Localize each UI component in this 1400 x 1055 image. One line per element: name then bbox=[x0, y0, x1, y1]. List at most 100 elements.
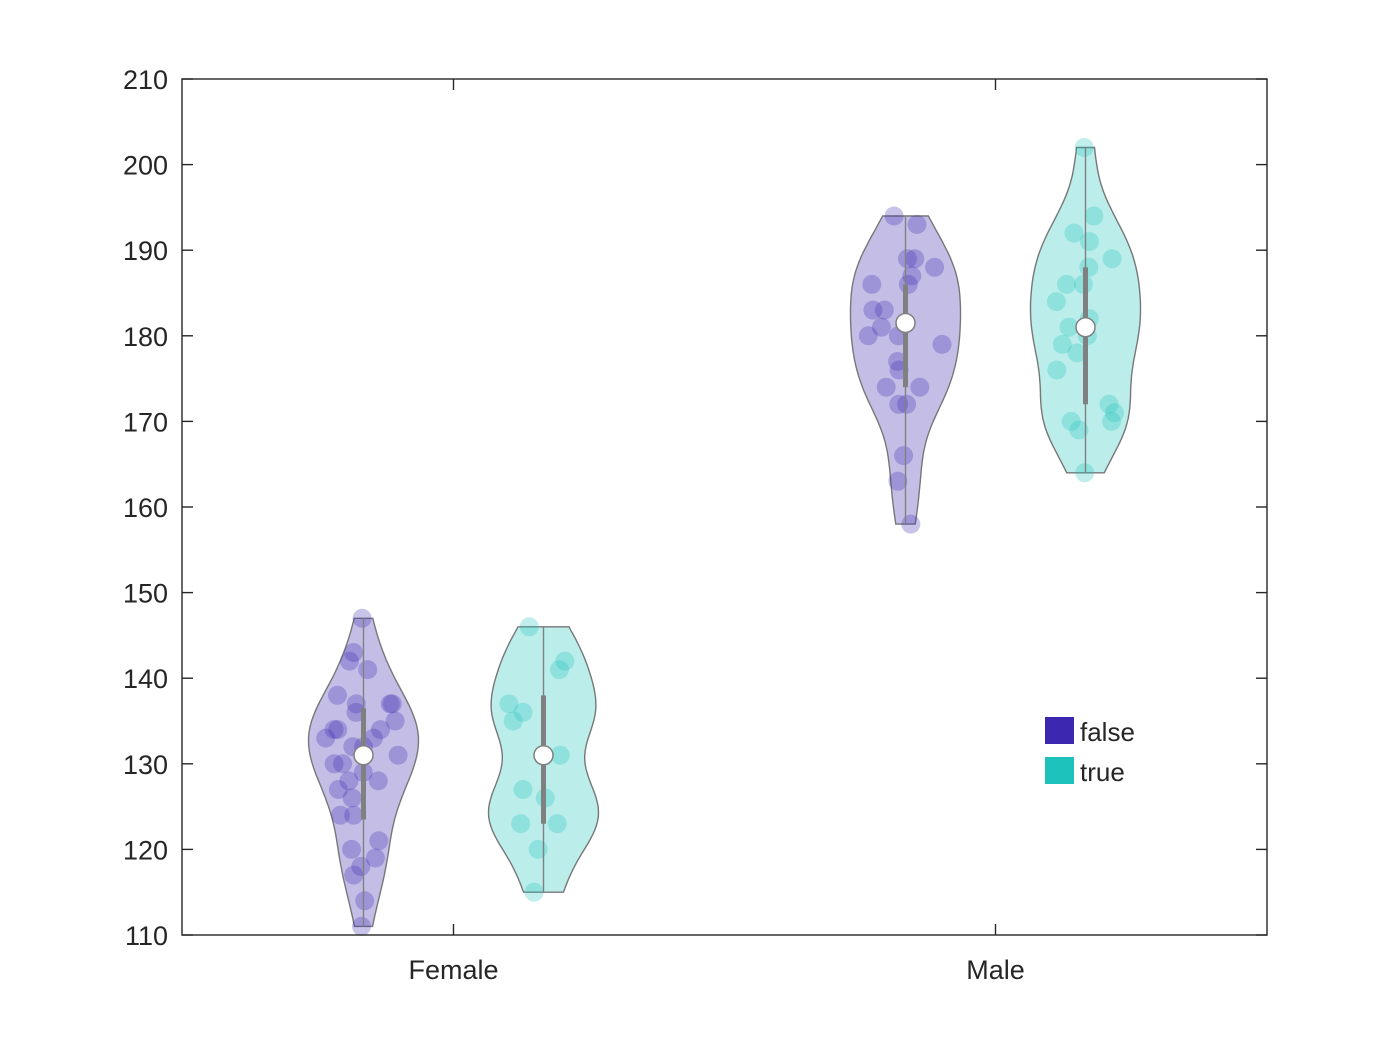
data-point bbox=[884, 206, 904, 226]
data-point bbox=[1046, 292, 1066, 312]
data-point bbox=[1102, 411, 1121, 431]
data-point bbox=[1105, 403, 1124, 423]
y-tick-label: 170 bbox=[123, 407, 168, 437]
legend-swatch-false bbox=[1045, 717, 1074, 744]
data-point bbox=[344, 805, 364, 825]
y-tick-label: 190 bbox=[123, 236, 168, 266]
data-point bbox=[503, 711, 523, 731]
data-point bbox=[499, 694, 519, 714]
boxes-layer bbox=[353, 147, 1096, 927]
data-point bbox=[524, 882, 544, 902]
data-point bbox=[1057, 274, 1076, 294]
data-point bbox=[328, 685, 347, 705]
legend: false true bbox=[1045, 717, 1135, 787]
data-point bbox=[328, 720, 348, 740]
data-point bbox=[342, 839, 362, 859]
data-point bbox=[316, 728, 336, 748]
median-marker bbox=[533, 744, 554, 766]
data-point bbox=[330, 805, 350, 825]
data-point bbox=[352, 916, 371, 936]
data-point bbox=[528, 839, 548, 859]
data-point bbox=[351, 857, 371, 876]
x-tick-label: Female bbox=[408, 955, 498, 985]
data-point bbox=[905, 249, 925, 269]
data-point bbox=[547, 814, 567, 834]
x-tick-label: Male bbox=[966, 955, 1025, 985]
data-point bbox=[328, 780, 348, 799]
data-point bbox=[901, 514, 921, 534]
data-point bbox=[1084, 206, 1104, 226]
legend-label-false: false bbox=[1080, 717, 1135, 747]
median-marker bbox=[353, 744, 374, 766]
data-point bbox=[932, 334, 952, 354]
data-point bbox=[369, 831, 389, 851]
data-point bbox=[344, 865, 364, 885]
data-point bbox=[355, 891, 375, 911]
data-point bbox=[894, 446, 914, 466]
data-point bbox=[874, 300, 894, 320]
y-tick-label: 210 bbox=[123, 65, 168, 95]
data-point bbox=[1067, 343, 1087, 363]
legend-label-true: true bbox=[1080, 757, 1125, 787]
data-point bbox=[1059, 317, 1079, 337]
data-point bbox=[346, 702, 366, 722]
data-point bbox=[1052, 334, 1072, 354]
data-point bbox=[876, 377, 896, 397]
data-point bbox=[371, 720, 390, 740]
data-point bbox=[513, 780, 533, 799]
data-point bbox=[365, 848, 385, 868]
y-tick-label: 110 bbox=[125, 921, 168, 951]
data-point bbox=[549, 660, 569, 680]
data-point bbox=[897, 394, 917, 414]
data-point bbox=[888, 471, 908, 491]
data-point bbox=[863, 300, 883, 320]
data-point bbox=[888, 352, 908, 371]
data-point bbox=[364, 728, 383, 748]
data-point bbox=[858, 326, 878, 346]
data-point bbox=[889, 394, 909, 414]
data-point bbox=[513, 702, 533, 722]
data-point bbox=[1080, 232, 1099, 252]
data-point bbox=[324, 720, 344, 740]
data-point bbox=[871, 317, 891, 337]
data-point bbox=[380, 694, 400, 714]
data-point bbox=[1047, 360, 1067, 380]
y-tick-label: 120 bbox=[123, 835, 168, 865]
y-tick-label: 180 bbox=[123, 322, 168, 352]
data-point bbox=[333, 754, 353, 774]
data-point bbox=[340, 651, 359, 671]
data-point bbox=[519, 617, 539, 637]
y-axis: 110 120 130 140 150 160 170 180 190 200 210 bbox=[123, 65, 1267, 951]
data-point bbox=[324, 754, 344, 774]
data-point bbox=[1061, 411, 1081, 431]
data-point bbox=[1075, 463, 1095, 483]
data-point bbox=[368, 771, 388, 791]
points-layer bbox=[316, 138, 1124, 936]
data-point bbox=[910, 377, 930, 397]
y-tick-label: 150 bbox=[123, 579, 168, 609]
data-point bbox=[388, 745, 408, 765]
data-point bbox=[862, 274, 882, 294]
data-point bbox=[1069, 420, 1089, 440]
data-point bbox=[342, 788, 362, 808]
data-point bbox=[1099, 394, 1119, 414]
data-point bbox=[511, 814, 531, 834]
data-point bbox=[385, 711, 405, 731]
legend-swatch-true bbox=[1045, 757, 1074, 784]
data-point bbox=[898, 249, 917, 269]
data-point bbox=[898, 274, 918, 294]
data-point bbox=[1074, 138, 1094, 157]
data-point bbox=[902, 266, 922, 286]
data-point bbox=[1079, 257, 1099, 277]
data-point bbox=[339, 771, 359, 791]
y-tick-label: 130 bbox=[123, 750, 168, 780]
y-tick-label: 140 bbox=[123, 664, 168, 694]
data-point bbox=[1064, 223, 1084, 243]
median-marker bbox=[1075, 316, 1096, 338]
data-point bbox=[907, 215, 927, 234]
data-point bbox=[352, 608, 372, 628]
data-point bbox=[382, 694, 402, 714]
y-tick-label: 160 bbox=[123, 493, 168, 523]
